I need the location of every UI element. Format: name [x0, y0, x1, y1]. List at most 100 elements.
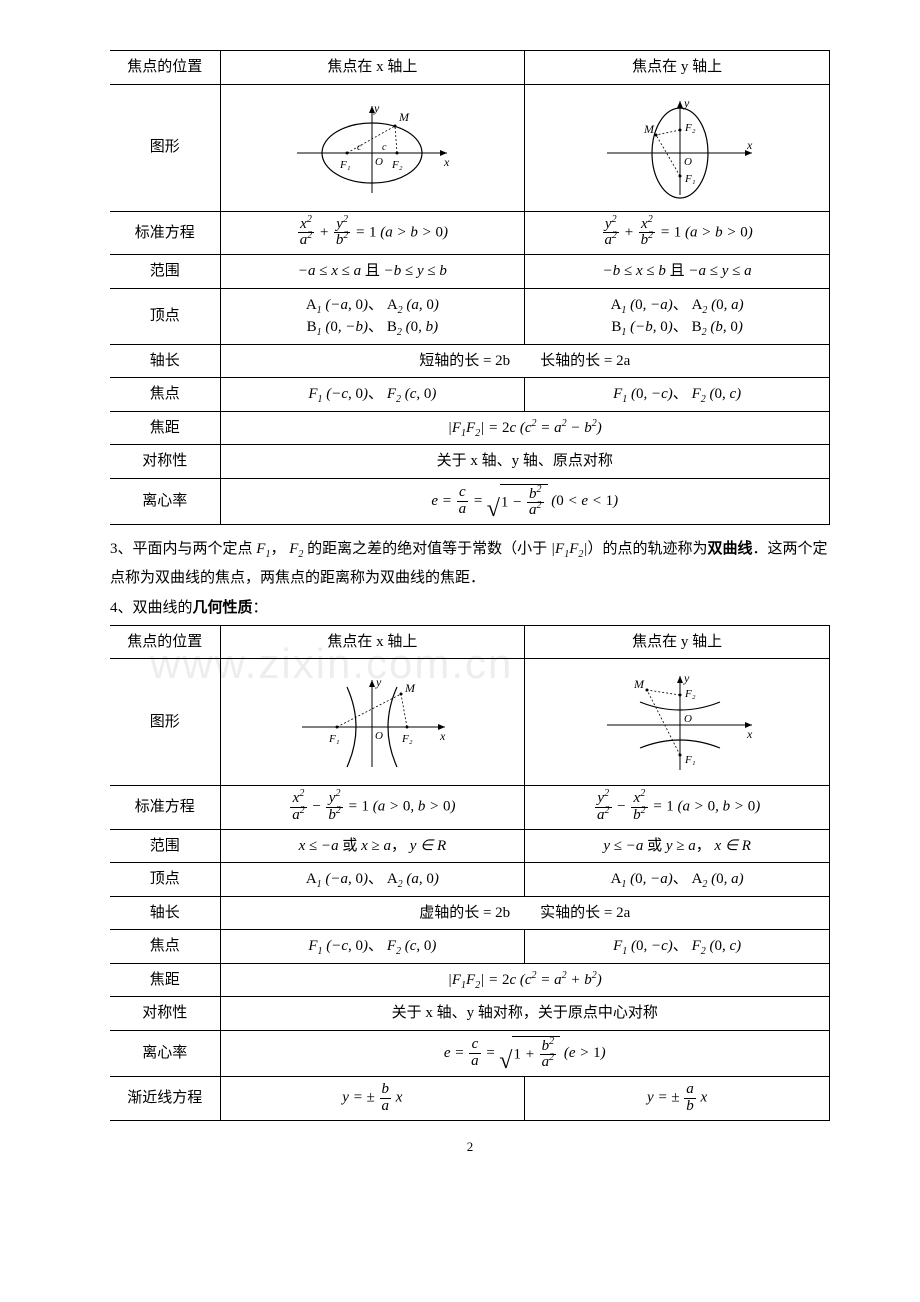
cell-ellipse-x-range: −a ≤ x ≤ a 且 −b ≤ y ≤ b [220, 255, 525, 289]
table-row: 图形 M y x O F₁ F₂ [110, 659, 830, 786]
table-row: 标准方程 x2a2 − y2b2 = 1 (a > 0, b > 0) y2a2… [110, 786, 830, 830]
svg-text:F₁: F₁ [684, 754, 696, 766]
svg-text:y: y [683, 671, 690, 685]
cell-ellipse-axislen: 短轴的长 = 2b 长轴的长 = 2a [220, 344, 830, 378]
cell-label-symmetry: 对称性 [110, 445, 220, 479]
svg-text:F₂: F₂ [684, 688, 696, 700]
table-row: 离心率 e = ca = √1 − b2a2 (0 < e < 1) [110, 478, 830, 525]
table-row: 图形 M y x O F₁ F₂ c c [110, 84, 830, 211]
table-row: 焦距 |F1F2| = 2c (c2 = a2 − b2) [110, 411, 830, 445]
cell-hyper-focaldist: |F1F2| = 2c (c2 = a2 + b2) [220, 963, 830, 997]
cell-label-range: 范围 [110, 829, 220, 863]
cell-label-stdeq: 标准方程 [110, 786, 220, 830]
svg-text:x: x [746, 138, 753, 152]
svg-text:y: y [683, 96, 690, 110]
cell-label-shape: 图形 [110, 84, 220, 211]
cell-ellipse-x-focus: F1 (−c, 0)、 F2 (c, 0) [220, 378, 525, 412]
svg-text:F₂: F₂ [401, 733, 413, 745]
cell-label-axislen: 轴长 [110, 344, 220, 378]
cell-header-x: 焦点在 x 轴上 [220, 51, 525, 85]
svg-text:F₂: F₂ [391, 159, 403, 171]
cell-ellipse-y-vertex: A1 (0, −a)、 A2 (0, a) B1 (−b, 0)、 B2 (b,… [525, 288, 830, 344]
table-row: 焦点 F1 (−c, 0)、 F2 (c, 0) F1 (0, −c)、 F2 … [110, 378, 830, 412]
cell-hyper-x-focus: F1 (−c, 0)、 F2 (c, 0) [220, 930, 525, 964]
diagram-ellipse-x: M y x O F₁ F₂ c c [220, 84, 525, 211]
cell-label-vertex: 顶点 [110, 288, 220, 344]
diagram-hyper-y: M y x O F₂ F₁ [525, 659, 830, 786]
svg-text:O: O [375, 156, 383, 168]
svg-text:x: x [443, 155, 450, 169]
diagram-hyper-x: M y x O F₁ F₂ [220, 659, 525, 786]
cell-header-y: 焦点在 y 轴上 [525, 51, 830, 85]
svg-text:F₁: F₁ [684, 173, 696, 185]
table-row: 焦距 |F1F2| = 2c (c2 = a2 + b2) [110, 963, 830, 997]
cell-ellipse-symmetry: 关于 x 轴、y 轴、原点对称 [220, 445, 830, 479]
svg-text:y: y [375, 675, 382, 689]
cell-header-x: 焦点在 x 轴上 [220, 625, 525, 659]
cell-hyper-x-eq: x2a2 − y2b2 = 1 (a > 0, b > 0) [220, 786, 525, 830]
svg-text:x: x [746, 727, 753, 741]
cell-label-focus: 焦点 [110, 378, 220, 412]
cell-label-ecc: 离心率 [110, 478, 220, 525]
table-row: 焦点 F1 (−c, 0)、 F2 (c, 0) F1 (0, −c)、 F2 … [110, 930, 830, 964]
diagram-ellipse-y: M y x O F₂ F₁ [525, 84, 830, 211]
cell-hyper-y-focus: F1 (0, −c)、 F2 (0, c) [525, 930, 830, 964]
table-row: 范围 −a ≤ x ≤ a 且 −b ≤ y ≤ b −b ≤ x ≤ b 且 … [110, 255, 830, 289]
cell-hyper-ecc: e = ca = √1 + b2a2 (e > 1) [220, 1030, 830, 1077]
cell-hyper-y-asym: y = ± ab x [525, 1077, 830, 1121]
table-row: 范围 x ≤ −a 或 x ≥ a， y ∈ R y ≤ −a 或 y ≥ a，… [110, 829, 830, 863]
cell-ellipse-y-range: −b ≤ x ≤ b 且 −a ≤ y ≤ a [525, 255, 830, 289]
cell-hyper-x-asym: y = ± ba x [220, 1077, 525, 1121]
svg-text:O: O [684, 156, 692, 168]
cell-label-symmetry: 对称性 [110, 997, 220, 1031]
cell-ellipse-ecc: e = ca = √1 − b2a2 (0 < e < 1) [220, 478, 830, 525]
svg-text:x: x [439, 729, 446, 743]
cell-label-asymptote: 渐近线方程 [110, 1077, 220, 1121]
cell-label-range: 范围 [110, 255, 220, 289]
cell-hyper-y-range: y ≤ −a 或 y ≥ a， x ∈ R [525, 829, 830, 863]
cell-label-ecc: 离心率 [110, 1030, 220, 1077]
cell-header-y: 焦点在 y 轴上 [525, 625, 830, 659]
table-row: 顶点 A1 (−a, 0)、 A2 (a, 0) A1 (0, −a)、 A2 … [110, 863, 830, 897]
cell-label-focaldist: 焦距 [110, 411, 220, 445]
cell-ellipse-x-eq: x2a2 + y2b2 = 1 (a > b > 0) [220, 211, 525, 255]
hyperbola-table: 焦点的位置 焦点在 x 轴上 焦点在 y 轴上 图形 M y x O F₁ [110, 625, 830, 1121]
cell-hyper-y-eq: y2a2 − x2b2 = 1 (a > 0, b > 0) [525, 786, 830, 830]
svg-text:M: M [633, 677, 645, 691]
table-row: 离心率 e = ca = √1 + b2a2 (e > 1) [110, 1030, 830, 1077]
table-row: 对称性 关于 x 轴、y 轴、原点对称 [110, 445, 830, 479]
cell-label-stdeq: 标准方程 [110, 211, 220, 255]
cell-ellipse-focaldist: |F1F2| = 2c (c2 = a2 − b2) [220, 411, 830, 445]
svg-text:c: c [357, 142, 362, 153]
svg-text:y: y [373, 101, 380, 115]
table-row: 焦点的位置 焦点在 x 轴上 焦点在 y 轴上 [110, 625, 830, 659]
ellipse-table: 焦点的位置 焦点在 x 轴上 焦点在 y 轴上 图形 M y x O F₁ F₂ [110, 50, 830, 525]
cell-label-shape: 图形 [110, 659, 220, 786]
cell-hyper-x-vertex: A1 (−a, 0)、 A2 (a, 0) [220, 863, 525, 897]
svg-text:M: M [398, 110, 410, 124]
cell-ellipse-x-vertex: A1 (−a, 0)、 A2 (a, 0) B1 (0, −b)、 B2 (0,… [220, 288, 525, 344]
cell-label-focus: 焦点 [110, 930, 220, 964]
svg-text:F₂: F₂ [684, 122, 696, 134]
table-row: 顶点 A1 (−a, 0)、 A2 (a, 0) B1 (0, −b)、 B2 … [110, 288, 830, 344]
svg-text:F₁: F₁ [339, 159, 351, 171]
svg-text:O: O [375, 730, 383, 742]
cell-label-vertex: 顶点 [110, 863, 220, 897]
table-row: 对称性 关于 x 轴、y 轴对称，关于原点中心对称 [110, 997, 830, 1031]
table-row: 渐近线方程 y = ± ba x y = ± ab x [110, 1077, 830, 1121]
cell-ellipse-y-focus: F1 (0, −c)、 F2 (0, c) [525, 378, 830, 412]
cell-hyper-axislen: 虚轴的长 = 2b 实轴的长 = 2a [220, 896, 830, 930]
svg-text:M: M [404, 681, 416, 695]
cell-label-axislen: 轴长 [110, 896, 220, 930]
table-row: 标准方程 x2a2 + y2b2 = 1 (a > b > 0) y2a2 + … [110, 211, 830, 255]
table-row: 轴长 短轴的长 = 2b 长轴的长 = 2a [110, 344, 830, 378]
page-number: 2 [110, 1139, 830, 1155]
cell-header-pos: 焦点的位置 [110, 625, 220, 659]
paragraph-4: 4、双曲线的几何性质： [110, 594, 830, 623]
svg-text:M: M [643, 122, 655, 136]
table-row: 焦点的位置 焦点在 x 轴上 焦点在 y 轴上 [110, 51, 830, 85]
cell-hyper-symmetry: 关于 x 轴、y 轴对称，关于原点中心对称 [220, 997, 830, 1031]
cell-hyper-x-range: x ≤ −a 或 x ≥ a， y ∈ R [220, 829, 525, 863]
cell-label-focaldist: 焦距 [110, 963, 220, 997]
paragraph-3: 3、平面内与两个定点 F1， F2 的距离之差的绝对值等于常数（小于 |F1F2… [110, 535, 830, 592]
